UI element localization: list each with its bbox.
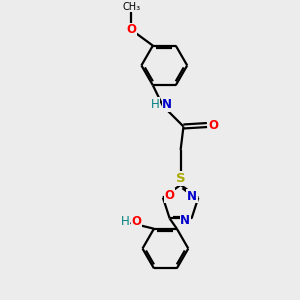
- Text: N: N: [162, 98, 172, 111]
- Text: CH₃: CH₃: [122, 2, 140, 12]
- Text: O: O: [132, 215, 142, 228]
- Text: N: N: [187, 190, 197, 203]
- Text: O: O: [208, 118, 218, 131]
- Text: N: N: [180, 214, 190, 227]
- Text: O: O: [164, 189, 174, 202]
- Text: S: S: [176, 172, 185, 185]
- Text: H: H: [151, 98, 159, 111]
- Text: O: O: [126, 23, 136, 36]
- Text: H: H: [121, 215, 130, 228]
